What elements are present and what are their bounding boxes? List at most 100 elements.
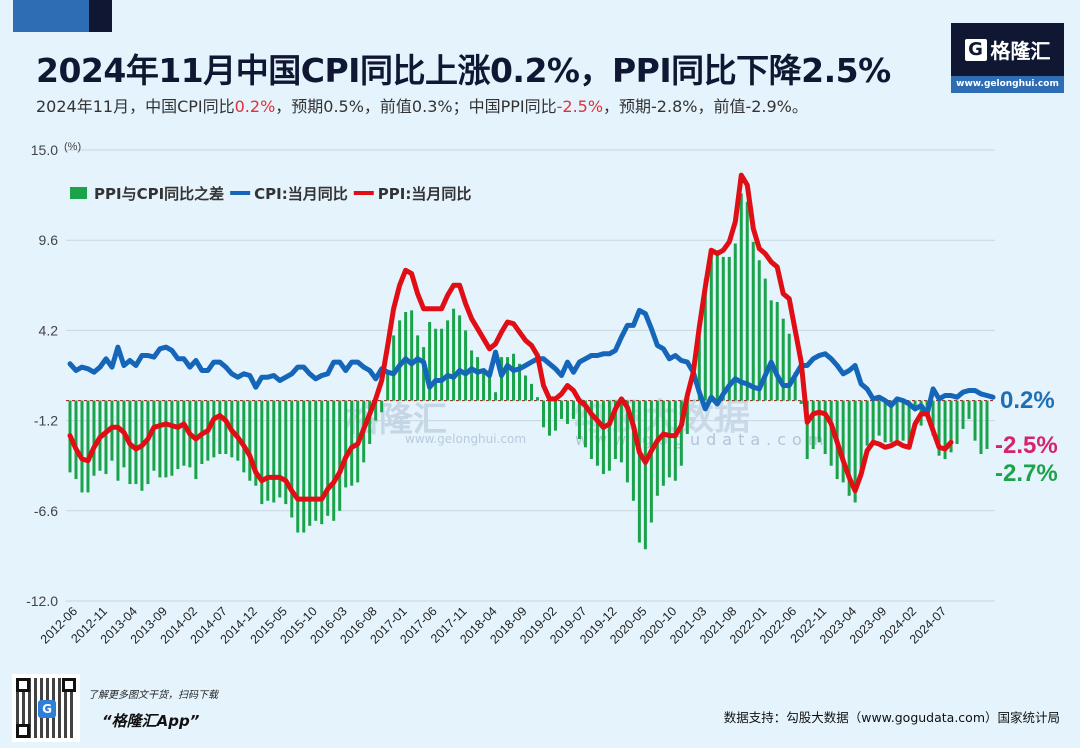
spread-bar <box>452 308 456 401</box>
spread-bar <box>506 357 510 401</box>
spread-bar <box>655 400 659 496</box>
spread-bar <box>398 320 402 401</box>
spread-bar <box>571 400 575 419</box>
spread-bar <box>410 310 414 401</box>
spread-bar <box>260 400 264 505</box>
spread-bar <box>895 400 899 443</box>
spread-bar <box>859 400 863 475</box>
spread-bar <box>661 400 665 486</box>
spread-bar <box>164 400 168 478</box>
spread-bar <box>218 400 222 455</box>
spread-bar <box>92 400 96 476</box>
spread-bar <box>763 278 767 401</box>
spread-bar <box>541 400 545 428</box>
spread-bar <box>380 400 384 413</box>
spread-bar <box>464 330 468 401</box>
spread-bar <box>745 201 749 401</box>
spread-bar <box>901 400 905 441</box>
legend-label-ppi[interactable]: PPI:当月同比 <box>378 185 472 203</box>
spread-bar <box>733 243 737 401</box>
spread-bar <box>757 260 761 401</box>
spread-bar <box>284 400 288 505</box>
spread-bar <box>530 383 533 401</box>
qr-finder-top-right <box>62 678 76 692</box>
spread-bar <box>80 400 84 493</box>
qr-app-icon: G <box>38 700 56 718</box>
data-source: 数据支持：勾股大数据（www.gogudata.com）国家统计局 <box>723 710 1060 725</box>
spread-bar <box>374 400 378 421</box>
spread-bar <box>967 400 971 419</box>
spread-bar <box>518 363 522 401</box>
spread-bar <box>482 368 486 401</box>
spread-bar <box>248 400 252 481</box>
spread-bar <box>254 400 258 486</box>
spread-bar <box>422 347 426 401</box>
spread-bar <box>601 400 605 475</box>
spread-bar <box>985 400 989 449</box>
spread-bar <box>332 400 336 521</box>
spread-bar <box>302 400 306 533</box>
spread-bar <box>865 400 869 446</box>
spread-bar <box>907 400 911 449</box>
legend-swatch-spread[interactable] <box>70 187 87 199</box>
spread-bar <box>739 193 743 401</box>
spread-bar <box>308 400 312 526</box>
spread-bar <box>721 256 725 401</box>
spread-bar <box>368 400 372 444</box>
spread-bar <box>877 400 881 436</box>
spread-bar <box>350 400 354 486</box>
spread-bar <box>314 400 318 521</box>
spread-bar <box>811 400 815 449</box>
spread-bar <box>673 400 677 481</box>
logo-name: 格隆汇 <box>990 39 1051 63</box>
end-label-ppi: -2.5% <box>995 432 1058 459</box>
subtitle-highlight-value: -2.5% <box>556 97 604 116</box>
spread-bar <box>224 400 228 455</box>
logo-url: www.gelonghui.com <box>951 76 1064 93</box>
spread-bar <box>500 357 504 401</box>
spread-bar <box>955 400 959 444</box>
spread-bar <box>152 400 156 471</box>
spread-bar <box>979 400 983 455</box>
spread-bar <box>416 335 420 401</box>
spread-bar <box>494 392 498 401</box>
watermark-gelonghui-url: www.gelonghui.com <box>405 432 527 446</box>
spread-bar <box>871 400 875 441</box>
y-tick-label: 9.6 <box>39 232 59 248</box>
spread-bar <box>631 400 635 501</box>
y-tick-label: -6.6 <box>34 503 58 519</box>
logo-g-icon: G <box>964 38 987 61</box>
spread-bar <box>344 400 348 488</box>
chart-title: 2024年11月中国CPI同比上涨0.2%，PPI同比下降2.5% <box>36 51 891 90</box>
subtitle-text: ，预期-2.8%，前值-2.9%。 <box>603 97 808 116</box>
spread-bar <box>973 400 977 441</box>
spread-bar <box>883 400 887 443</box>
end-label-cpi: 0.2% <box>1000 387 1055 414</box>
decorative-block-blue <box>13 0 89 32</box>
spread-bar <box>595 400 599 466</box>
spread-bar <box>212 400 216 458</box>
spread-bar <box>781 318 785 401</box>
logo-main: G 格隆汇 <box>951 23 1064 76</box>
qr-code[interactable]: G <box>12 674 80 742</box>
spread-bar <box>320 400 324 525</box>
spread-bar <box>116 400 120 481</box>
legend-label-cpi[interactable]: CPI:当月同比 <box>254 185 348 203</box>
spread-bar <box>853 400 857 503</box>
decorative-block-dark <box>89 0 112 32</box>
spread-bar <box>434 328 438 401</box>
spread-bar <box>613 400 617 460</box>
spread-bar <box>589 400 593 460</box>
y-tick-label: -1.2 <box>34 413 58 429</box>
spread-bar <box>937 400 941 456</box>
spread-bar <box>440 328 444 401</box>
legend-label-spread[interactable]: PPI与CPI同比之差 <box>94 185 224 203</box>
chart-subtitle: 2024年11月，中国CPI同比0.2%，预期0.5%，前值0.3%；中国PPI… <box>36 93 808 117</box>
spread-bar <box>943 400 947 460</box>
spread-bar <box>535 397 539 401</box>
spread-bar <box>583 400 587 448</box>
spread-bar <box>961 400 965 429</box>
spread-bar <box>931 400 935 436</box>
spread-bar <box>715 250 719 401</box>
